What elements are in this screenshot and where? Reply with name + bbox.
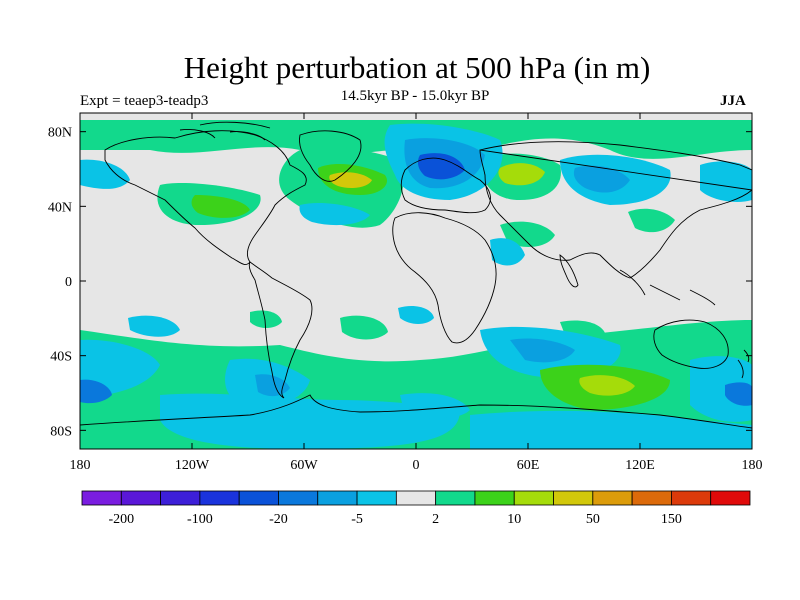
contour-negative-south-america-core [255, 374, 290, 397]
contour-positive-mideast [500, 221, 555, 247]
colorbar-swatch-11 [513, 490, 554, 506]
colorbar-swatch-12 [553, 490, 594, 506]
colorbar-swatch-15 [671, 490, 712, 506]
colorbar-label-5: 10 [507, 512, 521, 527]
colorbar-swatch-3 [199, 490, 240, 506]
contour-negative-south-east-core [510, 338, 575, 363]
colorbar-swatch-13 [592, 490, 633, 506]
contour-negative-antarctic-west [400, 393, 470, 419]
contour-negative-australia-south [690, 356, 752, 422]
contour-negative-atlantic [299, 203, 370, 226]
coastline-greenland [299, 130, 362, 182]
x-tick-label-2: 60W [290, 458, 318, 473]
coastline-australia [653, 319, 729, 369]
x-tick-label-4: 60E [517, 458, 540, 473]
x-tick-label-3: 0 [413, 458, 420, 473]
coastline-india [559, 254, 579, 288]
x-tick-label-6: 180 [742, 458, 763, 473]
contour-positive-tropic-2 [340, 315, 388, 340]
colorbar-label-4: 2 [432, 512, 439, 527]
colorbar-swatch-16 [710, 490, 751, 506]
contour-positive-tropic-1 [250, 310, 282, 328]
contour-negative-asia-core [573, 165, 630, 193]
x-tick-label-0: 180 [70, 458, 91, 473]
contour-negative-pacific-ne [700, 161, 752, 202]
contour-negative-south-pacific-core [80, 379, 112, 404]
contour-negative-tropic-2 [128, 315, 180, 337]
x-tick-label-1: 120W [175, 458, 210, 473]
contour-negative-siberia-core [417, 153, 465, 180]
contour-negative-pacific-nw [80, 159, 130, 189]
time-period-label: 14.5kyr BP - 15.0kyr BP [340, 88, 490, 104]
x-tick-label-5: 120E [625, 458, 655, 473]
plot-title: Height perturbation at 500 hPa (in m) [183, 50, 651, 85]
experiment-label: Expt = teaep3-teadp3 [80, 93, 209, 109]
coastline-antarctica [80, 394, 752, 429]
colorbar-label-2: -20 [269, 512, 288, 527]
y-tick-label-0: 80N [48, 126, 72, 141]
colorbar-swatch-1 [120, 490, 161, 506]
colorbar-label-1: -100 [187, 512, 213, 527]
colorbar-swatch-2 [160, 490, 201, 506]
colorbar-label-0: -200 [108, 512, 134, 527]
coastline-se-asia [619, 269, 716, 306]
colorbar-swatch-10 [474, 490, 515, 506]
contour-negative-australia-core [725, 382, 752, 406]
axis-ticks: 180 120W 60W 0 60E 120E 180 80N 40N 0 40S 80S [48, 113, 763, 473]
coastline-africa [392, 212, 497, 344]
contour-positive-russia [628, 208, 675, 233]
colorbar-swatch-0 [81, 490, 122, 506]
colorbar-swatch-6 [317, 490, 358, 506]
coastline-north-america [104, 130, 307, 265]
contour-positive-na-core [191, 195, 250, 218]
colorbar-swatch-5 [278, 490, 319, 506]
colorbar-swatch-14 [631, 490, 672, 506]
colorbar-label-6: 50 [586, 512, 600, 527]
contour-negative-antarctic-band [160, 393, 460, 449]
colorbar-label-7: 150 [661, 512, 682, 527]
colorbar-label-3: -5 [351, 512, 363, 527]
season-label: JJA [720, 93, 746, 109]
colorbar-swatch-9 [435, 490, 476, 506]
y-tick-label-2: 0 [65, 275, 72, 290]
coastline-europe [400, 157, 491, 214]
contour-positive-europe-core [498, 163, 545, 186]
y-tick-label-1: 40N [48, 200, 72, 215]
contour-positive-indian-south-core [579, 375, 635, 396]
colorbar-swatch-4 [238, 490, 279, 506]
contour-negative-tropic-1 [398, 306, 434, 324]
contour-negative-africa [490, 238, 525, 266]
coastline-south-america [248, 261, 313, 399]
coastline-asia [479, 141, 752, 279]
colorbar-swatch-8 [395, 490, 437, 506]
colorbar: -200 -100 -20 -5 2 10 50 150 [81, 490, 751, 527]
colorbar-swatch-7 [356, 490, 397, 506]
coastlines [80, 121, 752, 429]
coastline-arctic-islands [179, 121, 271, 141]
y-tick-label-3: 40S [50, 350, 72, 365]
contour-negative-antarctic-east [470, 410, 752, 449]
y-tick-label-4: 80S [50, 424, 72, 439]
